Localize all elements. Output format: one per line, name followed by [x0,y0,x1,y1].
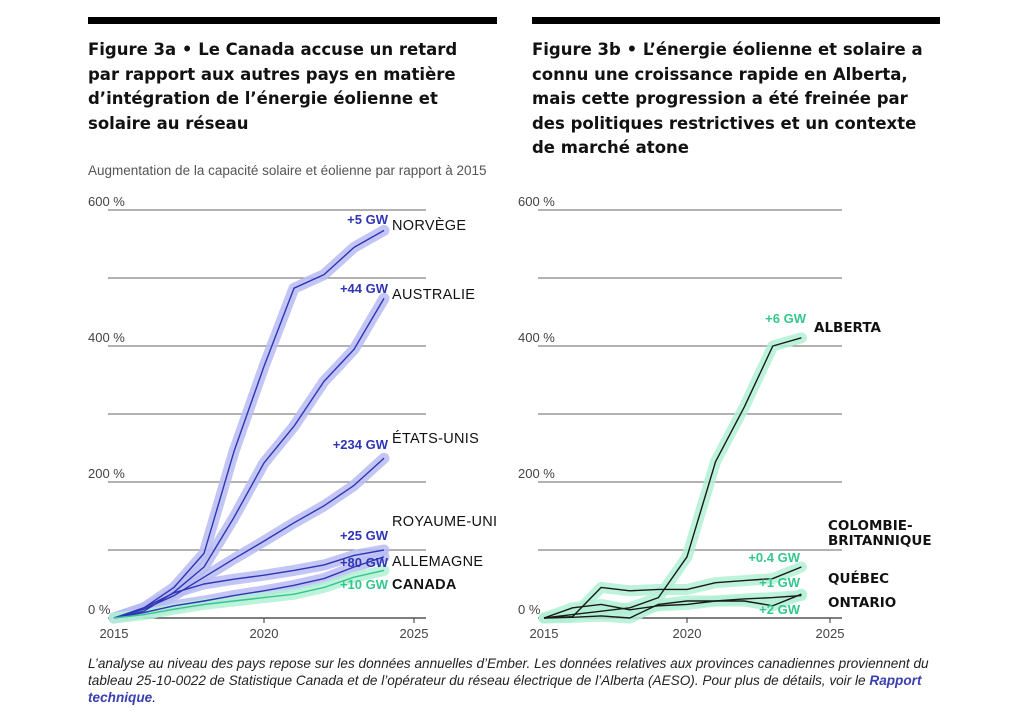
footnote-end: . [152,690,156,705]
series-line-royaume-uni [113,549,385,619]
series-line-alberta [543,337,802,619]
y-tick-label: 600 % [518,194,555,209]
series-label-colombie-britannique: COLOMBIE- [828,518,913,534]
series-label-canada: CANADA [392,577,457,593]
series-line-etats-unis [113,457,385,619]
gw-label-australie: +44 GW [340,281,389,296]
figure-a-top-rule [88,17,497,24]
x-tick-label: 2025 [400,626,429,641]
series-label-royaume-uni: ROYAUME-UNI [392,514,497,530]
series-label-allemagne: ALLEMAGNE [392,554,483,570]
x-tick-label: 2025 [816,626,845,641]
technical-report-link[interactable]: Rapport technique [88,673,922,705]
series-line-allemagne [113,556,385,619]
series-label-norvege: NORVÈGE [392,217,466,234]
series-line-ontario [543,593,802,619]
y-tick-label: 600 % [88,194,125,209]
x-tick-label: 2015 [530,626,559,641]
series-label-alberta: ALBERTA [814,320,882,336]
chart-b: 0 % 200 % 400 % 600 % 2015 2020 2025 +6 GW ALBER… [510,190,950,650]
x-tick-label: 2020 [250,626,279,641]
y-tick-label: 0 % [518,602,541,617]
series-line-canada [113,569,385,619]
y-tick-label: 400 % [518,330,555,345]
x-tick-label: 2015 [100,626,129,641]
x-tick-label: 2020 [673,626,702,641]
series-line-norvege [113,229,385,619]
gw-label-allemagne: +80 GW [340,555,389,570]
chart-a: 0 % 200 % 400 % 600 % 2015 2020 2025 +5 GW NORVÈ… [80,190,520,650]
figure-a-title: Figure 3a • Le Canada accuse un retard p… [88,40,458,133]
gw-label-norvege: +5 GW [347,212,389,227]
y-tick-label: 200 % [518,466,555,481]
gw-label-colombie-britannique: +0.4 GW [748,550,800,565]
series-label-ontario: ONTARIO [828,595,896,611]
figure-b-title: Figure 3b • L’énergie éolienne et solair… [532,40,923,157]
y-tick-label: 0 % [88,602,111,617]
figure-b-top-rule [532,17,940,24]
gw-label-alberta: +6 GW [765,311,807,326]
footnote: L’analyse au niveau des pays repose sur … [88,655,948,706]
y-tick-label: 400 % [88,330,125,345]
series-label-colombie-britannique-line2: BRITANNIQUE [828,533,932,549]
gw-label-quebec: +1 GW [759,575,801,590]
series-label-etats-unis: ÉTATS-UNIS [392,430,479,447]
series-line-quebec [543,594,802,619]
chart-subtitle: Augmentation de la capacité solaire et é… [88,163,487,178]
gw-label-ontario: +2 GW [759,602,801,617]
series-line-colombie-britannique [543,566,802,619]
gw-label-canada: +10 GW [340,577,389,592]
gw-label-etats-unis: +234 GW [333,437,389,452]
series-label-quebec: QUÉBEC [828,570,889,587]
footnote-text: L’analyse au niveau des pays repose sur … [88,656,929,688]
series-label-australie: AUSTRALIE [392,287,475,303]
gw-label-royaume-uni: +25 GW [340,528,389,543]
chart-b-svg: 0 % 200 % 400 % 600 % 2015 2020 2025 +6 GW ALBER… [518,194,932,641]
chart-a-svg: 0 % 200 % 400 % 600 % 2015 2020 2025 +5 GW NORVÈ… [88,194,497,641]
y-tick-label: 200 % [88,466,125,481]
